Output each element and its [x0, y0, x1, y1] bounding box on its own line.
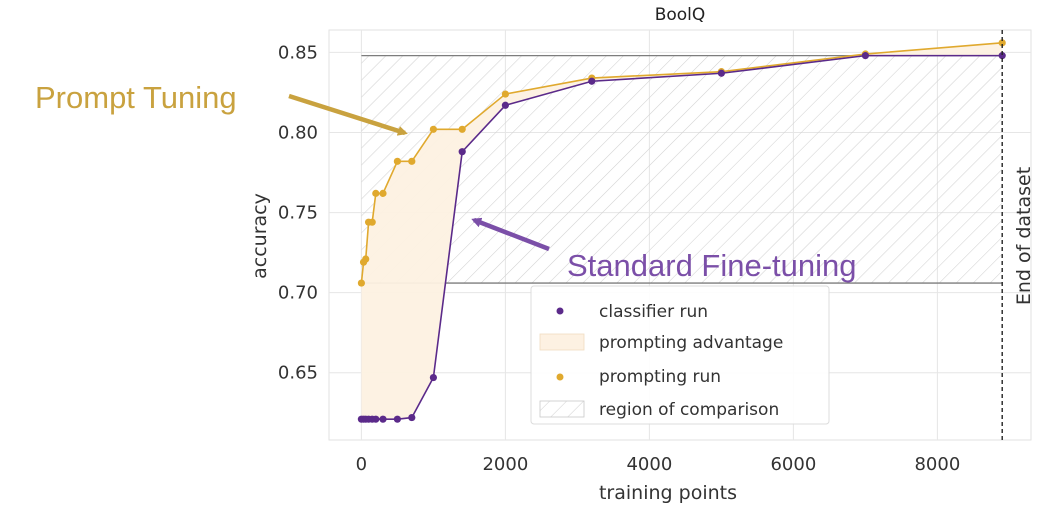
classifier-point	[588, 77, 596, 85]
comparison-region	[361, 54, 1003, 284]
prompting-point	[362, 255, 370, 263]
prompt-tuning-text: Prompt Tuning	[35, 80, 237, 115]
prompting-point	[429, 125, 437, 133]
legend-region-swatch	[539, 400, 585, 418]
x-tick-label: 8000	[914, 454, 960, 475]
prompting-advantage-fill	[361, 42, 1003, 420]
prompting-point	[357, 279, 365, 287]
x-tick-label: 0	[356, 454, 367, 475]
x-axis-label: training points	[599, 482, 737, 504]
y-axis-label: accuracy	[249, 193, 271, 279]
legend-prompting-marker	[556, 373, 564, 381]
legend-classifier-marker	[556, 307, 564, 315]
prompting-point	[393, 157, 401, 165]
prompting-point	[379, 189, 387, 197]
classifier-point	[998, 52, 1006, 60]
classifier-point	[408, 413, 416, 422]
legend-advantage-swatch	[539, 333, 585, 351]
prompting-point	[501, 90, 509, 98]
standard-finetuning-callout: Standard Fine-tuning	[471, 217, 857, 283]
prompting-point	[408, 157, 416, 165]
y-tick-labels: 0.65 0.70 0.75 0.80 0.85	[278, 42, 318, 383]
classifier-point	[372, 415, 380, 423]
standard-finetuning-text: Standard Fine-tuning	[567, 248, 857, 283]
y-tick-label: 0.80	[278, 123, 318, 144]
comparison-region-fill	[361, 55, 1003, 284]
legend-classifier-label: classifier run	[599, 302, 708, 322]
legend-box	[530, 285, 830, 425]
x-tick-label: 4000	[626, 454, 672, 475]
x-tick-label: 2000	[482, 454, 528, 475]
classifier-point	[501, 101, 509, 109]
legend-prompting-label: prompting run	[599, 367, 721, 387]
prompting-point	[368, 218, 376, 226]
classifier-point	[861, 52, 870, 60]
classifier-point	[717, 69, 726, 77]
series-group	[357, 39, 1006, 423]
classifier-point	[393, 415, 401, 423]
classifier-point	[458, 148, 466, 156]
classifier-point	[429, 373, 437, 382]
chart-title: BoolQ	[655, 5, 706, 25]
x-tick-labels: 0 2000 4000 6000 8000	[356, 454, 961, 475]
classifier-point	[379, 415, 387, 423]
legend: classifier run prompting advantage promp…	[530, 285, 830, 425]
prompt-tuning-arrow	[288, 93, 408, 136]
y-tick-label: 0.75	[278, 203, 318, 224]
prompting-point	[458, 125, 466, 133]
prompting-advantage-area	[361, 42, 1003, 420]
prompting-point	[372, 189, 380, 197]
legend-advantage-label: prompting advantage	[599, 333, 783, 353]
prompt-tuning-callout: Prompt Tuning	[35, 80, 408, 136]
x-tick-label: 6000	[770, 454, 816, 475]
prompting-line	[360, 42, 1003, 284]
legend-region-label: region of comparison	[599, 400, 779, 420]
y-tick-label: 0.85	[278, 42, 318, 63]
y-tick-label: 0.65	[278, 363, 318, 384]
prompting-point	[998, 39, 1006, 47]
end-of-dataset-label: End of dataset	[1013, 167, 1035, 305]
standard-finetuning-arrow	[471, 217, 550, 252]
y-tick-label: 0.70	[278, 283, 318, 304]
